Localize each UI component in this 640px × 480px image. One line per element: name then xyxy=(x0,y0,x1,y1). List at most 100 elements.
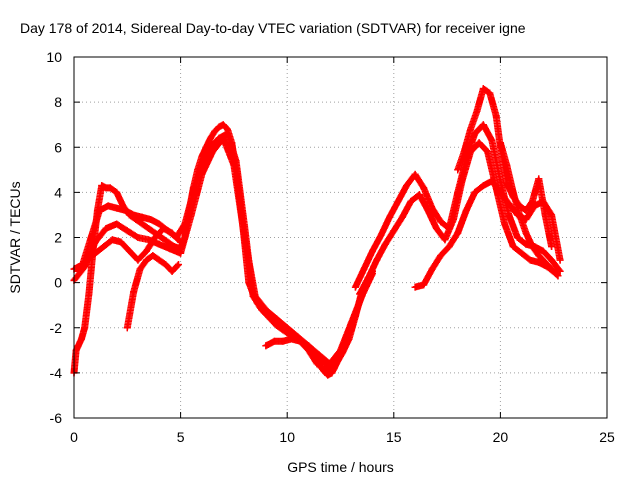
data-point xyxy=(407,197,415,205)
x-tick-label: 0 xyxy=(70,429,78,445)
data-point xyxy=(501,220,509,228)
data-point xyxy=(479,182,487,190)
data-point xyxy=(535,258,543,266)
data-point xyxy=(305,346,313,354)
data-point xyxy=(206,134,214,142)
data-point xyxy=(174,261,182,269)
data-point xyxy=(467,125,475,133)
data-point xyxy=(492,112,500,120)
data-point xyxy=(441,236,449,244)
data-point xyxy=(394,197,402,205)
chart-title: Day 178 of 2014, Sidereal Day-to-day VTE… xyxy=(20,20,526,36)
data-point xyxy=(206,143,214,151)
data-point xyxy=(539,247,547,255)
data-point xyxy=(479,85,487,93)
data-point xyxy=(458,177,466,185)
data-point xyxy=(177,238,185,246)
data-point xyxy=(535,252,543,260)
data-point xyxy=(548,243,556,251)
data-point xyxy=(262,342,270,350)
series-track-c xyxy=(70,134,376,368)
data-point xyxy=(486,89,494,97)
data-point xyxy=(296,337,304,345)
data-point xyxy=(548,211,556,219)
data-point xyxy=(147,215,155,223)
data-point xyxy=(113,220,121,228)
series-track-e xyxy=(123,252,182,332)
data-point xyxy=(339,346,347,354)
data-point xyxy=(123,227,131,235)
data-point xyxy=(484,148,492,156)
data-layer xyxy=(70,85,564,379)
data-point xyxy=(287,335,295,343)
data-point xyxy=(315,351,323,359)
data-point xyxy=(219,134,227,142)
data-point xyxy=(87,234,95,241)
data-point xyxy=(145,224,153,232)
data-point xyxy=(386,213,394,221)
data-point xyxy=(454,229,462,237)
data-point xyxy=(74,342,82,350)
data-point xyxy=(209,148,217,156)
data-point xyxy=(98,182,106,190)
y-tick-label: 6 xyxy=(54,139,62,155)
data-point xyxy=(198,170,206,178)
data-point xyxy=(91,238,99,246)
data-point xyxy=(322,367,330,375)
series-markers xyxy=(70,134,376,368)
data-point xyxy=(513,234,521,241)
data-point xyxy=(155,256,163,264)
data-point xyxy=(522,229,530,237)
series-markers xyxy=(70,121,372,379)
data-point xyxy=(437,252,445,260)
data-point xyxy=(313,360,321,368)
series-track-f xyxy=(262,324,355,375)
series-track-d xyxy=(74,224,185,275)
data-point xyxy=(123,324,131,332)
data-point xyxy=(390,227,398,235)
data-point xyxy=(522,206,530,214)
axes: 0 5 10 15 20 25 -6 -4 -2 0 2 4 6 8 10 xyxy=(46,49,615,445)
data-point xyxy=(473,107,481,115)
data-point xyxy=(224,130,232,138)
y-tick-label: -6 xyxy=(50,410,63,426)
data-point xyxy=(113,188,121,196)
data-point xyxy=(157,234,165,241)
data-point xyxy=(377,231,385,239)
series-track-b xyxy=(70,130,376,372)
data-point xyxy=(151,234,159,241)
y-tick-label: -2 xyxy=(50,320,63,336)
data-point xyxy=(91,249,99,257)
data-point xyxy=(134,234,142,241)
data-point xyxy=(488,136,496,144)
data-point xyxy=(177,249,185,257)
data-point xyxy=(96,206,104,214)
data-point xyxy=(437,218,445,226)
data-point xyxy=(155,220,163,228)
data-point xyxy=(117,238,125,246)
data-point xyxy=(505,211,513,219)
data-point xyxy=(460,148,468,156)
data-point xyxy=(420,184,428,192)
data-point xyxy=(142,256,150,264)
data-point xyxy=(454,166,462,174)
data-point xyxy=(279,337,287,345)
data-point xyxy=(251,292,259,300)
data-point xyxy=(347,324,355,332)
data-point xyxy=(162,261,170,269)
data-point xyxy=(398,213,406,221)
data-point xyxy=(273,315,281,323)
data-point xyxy=(541,258,549,266)
data-point xyxy=(420,281,428,289)
data-point xyxy=(449,215,457,223)
data-point xyxy=(505,200,513,208)
data-point xyxy=(518,249,526,257)
data-point xyxy=(262,306,270,314)
data-point xyxy=(462,206,470,214)
data-point xyxy=(556,267,564,275)
data-point xyxy=(471,188,479,196)
series-markers xyxy=(70,130,376,372)
data-point xyxy=(81,324,89,332)
data-point xyxy=(219,121,227,129)
data-point xyxy=(149,252,157,260)
